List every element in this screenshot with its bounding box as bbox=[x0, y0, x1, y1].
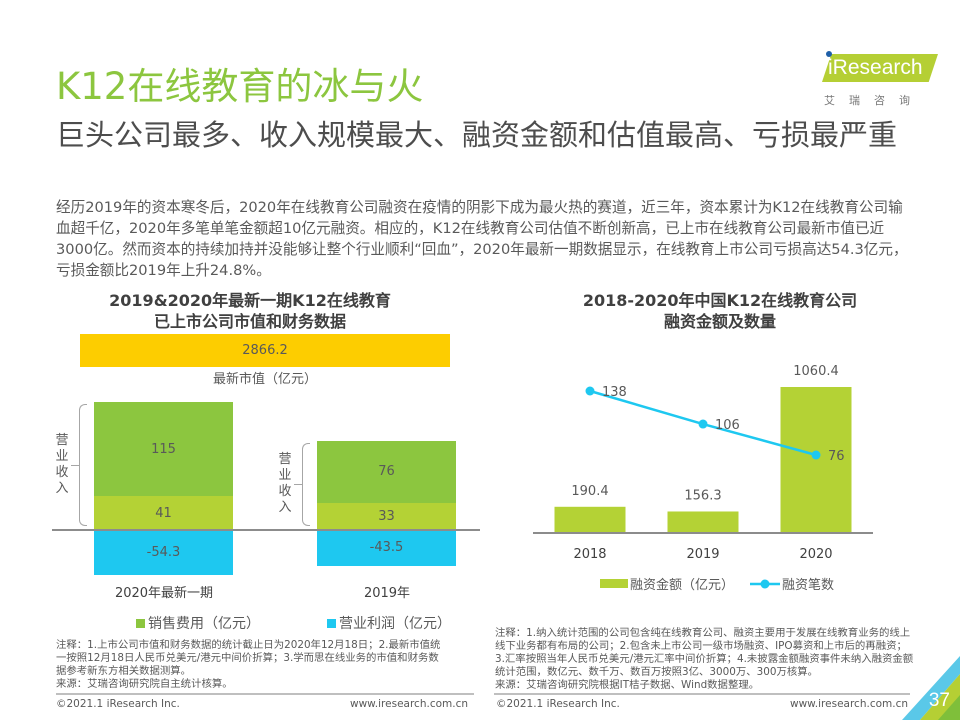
funding-count-label-2020: 76 bbox=[828, 449, 845, 464]
legend-swatch-blue bbox=[327, 618, 336, 628]
funding-bar-2018 bbox=[554, 506, 626, 533]
left-chart-baseline bbox=[52, 529, 480, 531]
x-tick-label-2019: 2019 bbox=[686, 547, 719, 562]
operating-profit-segment: -43.5 bbox=[317, 530, 456, 566]
right-footer-divider bbox=[494, 693, 910, 695]
logo-cn: 艾瑞咨询 bbox=[824, 94, 924, 107]
page-title: K12在线教育的冰与火 bbox=[56, 65, 424, 108]
revenue-bracket-label: 营业收入 bbox=[278, 452, 292, 516]
logo-text: iResearch bbox=[828, 56, 923, 79]
operating-profit-segment-label: -54.3 bbox=[146, 544, 181, 560]
iresearch-logo: iResearch 艾瑞咨询 bbox=[790, 48, 938, 108]
left-copyright: ©2021.1 iResearch Inc. bbox=[56, 698, 180, 710]
logo-banner bbox=[822, 54, 938, 82]
funding-count-point-2019 bbox=[698, 419, 708, 429]
sales-expense-segment-label: 33 bbox=[378, 508, 395, 524]
category-label-2020: 2020年最新一期 bbox=[114, 586, 214, 601]
sales-expense-segment: 33 bbox=[317, 502, 456, 530]
legend-funding-count: 融资笔数 bbox=[750, 574, 834, 593]
right-note-text: 注释：1.纳入统计范围的公司包含纯在线教育公司、融资主要用于发展在线教育业务的线… bbox=[495, 627, 914, 678]
revenue-bracket-label: 营业收入 bbox=[55, 433, 69, 497]
page-subtitle: 巨头公司最多、收入规模最大、融资金额和估值最高、亏损最严重 bbox=[56, 118, 898, 152]
left-source-text: 来源：艾瑞咨询研究院自主统计核算。 bbox=[56, 678, 233, 690]
legend-funding-count-label: 融资笔数 bbox=[782, 578, 835, 593]
revenue-bracket-tick bbox=[71, 465, 79, 467]
revenue-bracket-tick bbox=[294, 484, 302, 486]
x-tick-label-2020: 2020 bbox=[799, 547, 832, 562]
left-website-link[interactable]: www.iresearch.com.cn bbox=[350, 698, 469, 710]
logo-dot-icon bbox=[826, 51, 832, 57]
page-number: 37 bbox=[928, 690, 950, 711]
revenue-bracket bbox=[302, 442, 310, 526]
intro-paragraph: 经历2019年的资本寒冬后，2020年在线教育公司融资在疫情的阴影下成为最火热的… bbox=[56, 199, 908, 279]
legend-funding-amount-label: 融资金额（亿元） bbox=[630, 578, 735, 593]
left-chart-title: 2019&2020年最新一期K12在线教育 已上市公司市值和财务数据 bbox=[60, 290, 440, 332]
left-note-text: 注释：1.上市公司市值和财务数据的统计截止日为2020年12月18日；2.最新市… bbox=[56, 639, 441, 677]
funding-count-point-2018 bbox=[585, 386, 595, 396]
right-source-text: 来源：艾瑞咨询研究院根据IT桔子数据、Wind数据整理。 bbox=[495, 679, 760, 691]
legend-swatch-green bbox=[136, 618, 145, 628]
legend-sales-expense-label: 销售费用（亿元） bbox=[148, 616, 260, 632]
funding-count-point-2020 bbox=[811, 450, 821, 460]
funding-count-label-2019: 106 bbox=[715, 418, 740, 433]
legend-bar-swatch bbox=[600, 579, 628, 588]
market-value-label: 2866.2 bbox=[242, 343, 288, 358]
sales-expense-segment-label: 41 bbox=[155, 505, 172, 521]
right-chart-title-line-1: 2018-2020年中国K12在线教育公司 bbox=[582, 291, 858, 310]
right-notes: 注释：1.纳入统计范围的公司包含纯在线教育公司、融资主要用于发展在线教育业务的线… bbox=[495, 627, 915, 692]
operating-profit-segment-label: -43.5 bbox=[369, 540, 404, 556]
right-website-link[interactable]: www.iresearch.com.cn bbox=[790, 698, 909, 710]
funding-bar-2020 bbox=[780, 387, 852, 533]
left-footer-divider bbox=[56, 693, 474, 695]
legend-sales-expense: 销售费用（亿元） bbox=[136, 613, 260, 633]
operating-profit-segment: -54.3 bbox=[94, 530, 233, 575]
legend-operating-profit-label: 营业利润（亿元） bbox=[339, 616, 451, 632]
funding-bar-label-2019: 156.3 bbox=[684, 488, 721, 503]
legend-line-swatch bbox=[750, 579, 780, 588]
sales-expense-segment: 41 bbox=[94, 496, 233, 530]
funding-count-label-2018: 138 bbox=[602, 385, 627, 400]
right-chart-title-line-2: 融资金额及数量 bbox=[663, 312, 776, 331]
revenue-segment-label: 76 bbox=[378, 464, 395, 480]
funding-bar-label-2018: 190.4 bbox=[571, 484, 608, 499]
funding-bar-label-2020: 1060.4 bbox=[793, 364, 839, 379]
market-value-bar: 2866.2 bbox=[80, 334, 450, 367]
right-chart-title: 2018-2020年中国K12在线教育公司 融资金额及数量 bbox=[530, 290, 910, 332]
revenue-bracket bbox=[79, 404, 87, 526]
revenue-segment: 76 bbox=[317, 440, 456, 503]
legend-operating-profit: 营业利润（亿元） bbox=[327, 613, 451, 633]
funding-bar-2019 bbox=[667, 511, 739, 533]
market-value-caption: 最新市值（亿元） bbox=[212, 372, 317, 387]
x-tick-label-2018: 2018 bbox=[573, 547, 606, 562]
right-copyright: ©2021.1 iResearch Inc. bbox=[496, 698, 620, 710]
left-chart-title-line-2: 已上市公司市值和财务数据 bbox=[153, 312, 346, 331]
left-notes: 注释：1.上市公司市值和财务数据的统计截止日为2020年12月18日；2.最新市… bbox=[56, 639, 446, 691]
corner-decoration bbox=[902, 656, 960, 720]
legend-funding-amount: 融资金额（亿元） bbox=[600, 574, 734, 593]
revenue-segment: 115 bbox=[94, 402, 233, 497]
category-label-2019: 2019年 bbox=[363, 586, 411, 601]
left-chart-title-line-1: 2019&2020年最新一期K12在线教育 bbox=[109, 291, 391, 310]
revenue-segment-label: 115 bbox=[151, 441, 176, 457]
